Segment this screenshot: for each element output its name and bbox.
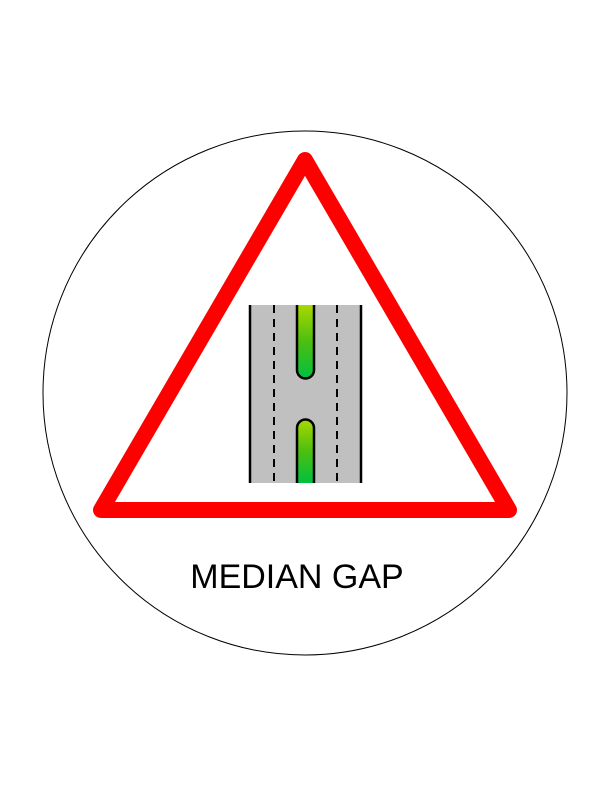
road-median-gap-icon <box>248 305 363 483</box>
median-island-top <box>295 305 316 380</box>
sign-caption: MEDIAN GAP <box>190 558 403 596</box>
median-island-bottom <box>295 418 316 483</box>
